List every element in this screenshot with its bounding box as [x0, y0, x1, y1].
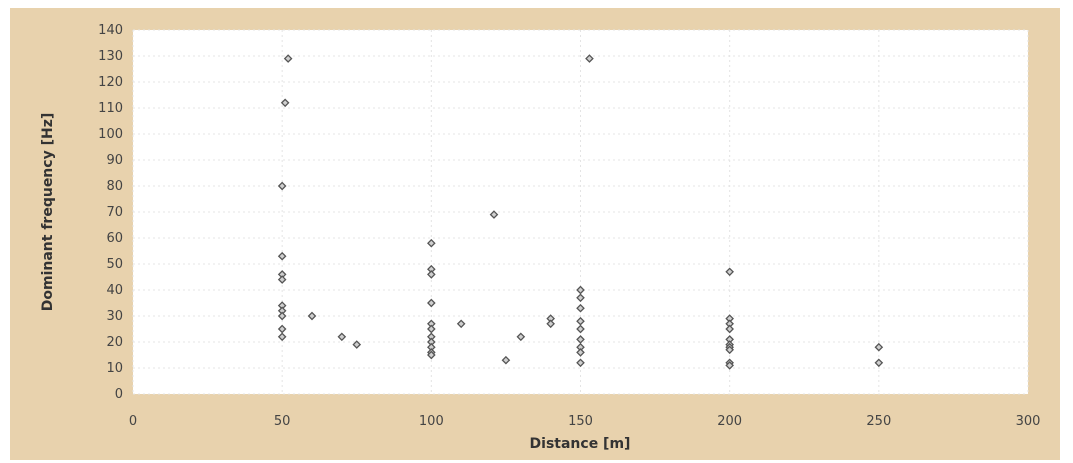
data-point: [277, 332, 287, 342]
data-point: [283, 54, 293, 63]
data-point: [427, 270, 436, 279]
data-point: [427, 298, 436, 308]
y-tick-label: 20: [106, 335, 123, 350]
y-axis-title: Dominant frequency [Hz]: [40, 113, 56, 311]
y-tick-label: 10: [106, 361, 123, 376]
data-point: [277, 275, 287, 284]
x-axis-title: Distance [m]: [530, 436, 631, 452]
data-point: [576, 303, 585, 313]
data-point: [874, 342, 884, 352]
data-point: [352, 340, 362, 349]
data-point: [456, 319, 466, 329]
data-point: [277, 324, 287, 334]
data-point: [725, 324, 734, 334]
y-tick-label: 0: [115, 387, 123, 402]
data-point: [576, 285, 585, 295]
x-axis-tick-labels: 0 50 100 150 200 250 300: [129, 414, 1041, 429]
data-point: [576, 324, 585, 334]
data-points: [277, 54, 884, 370]
y-tick-label: 120: [98, 75, 123, 90]
data-point: [874, 358, 884, 368]
y-axis-tick-labels: 0 10 20 30 40 50 60 70 80 90 100 110 120 130 140: [98, 23, 123, 402]
data-point: [516, 332, 526, 342]
data-point: [576, 316, 585, 326]
data-point: [337, 332, 347, 342]
data-point: [546, 319, 555, 329]
x-tick-label: 50: [274, 414, 291, 429]
y-tick-label: 100: [98, 127, 123, 142]
x-tick-label: 200: [717, 414, 742, 429]
data-point: [489, 210, 499, 219]
data-point: [725, 267, 734, 277]
data-point: [585, 54, 594, 63]
y-tick-label: 60: [106, 231, 123, 246]
x-tick-label: 250: [866, 414, 891, 429]
data-point: [725, 345, 734, 355]
data-point: [576, 358, 585, 368]
data-point: [277, 311, 287, 321]
y-tick-label: 110: [98, 101, 123, 116]
data-point: [576, 335, 585, 344]
x-tick-label: 0: [129, 414, 137, 429]
data-point: [576, 293, 585, 303]
data-point: [725, 361, 734, 370]
data-point: [501, 355, 511, 365]
data-point: [280, 98, 290, 108]
y-tick-label: 30: [106, 309, 123, 324]
data-point: [277, 251, 287, 261]
data-point: [576, 348, 585, 357]
x-tick-label: 100: [419, 414, 444, 429]
y-tick-label: 40: [106, 283, 123, 298]
y-tick-label: 50: [106, 257, 123, 272]
y-tick-label: 90: [106, 153, 123, 168]
x-tick-label: 300: [1016, 414, 1041, 429]
data-point: [277, 181, 287, 191]
y-tick-label: 70: [106, 205, 123, 220]
grid-lines: [132, 29, 1029, 395]
x-tick-label: 150: [568, 414, 593, 429]
y-tick-label: 130: [98, 49, 123, 64]
data-point: [427, 350, 436, 360]
y-tick-label: 140: [98, 23, 123, 38]
data-point: [427, 238, 436, 248]
data-point: [427, 324, 436, 334]
data-point: [307, 311, 317, 321]
y-tick-label: 80: [106, 179, 123, 194]
